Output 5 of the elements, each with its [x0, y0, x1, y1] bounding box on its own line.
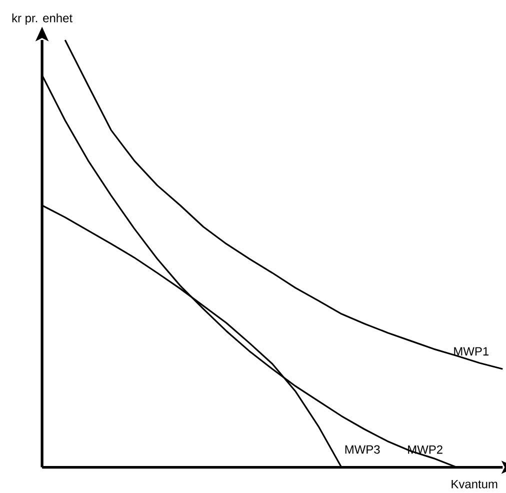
series-label: MWP2	[408, 446, 442, 454]
y-axis-title: kr pr. enhet	[12, 14, 72, 25]
series-label: MWP3	[345, 445, 380, 454]
series-label: MWP1	[454, 347, 489, 356]
x-axis-title: Kvantum	[452, 480, 498, 488]
